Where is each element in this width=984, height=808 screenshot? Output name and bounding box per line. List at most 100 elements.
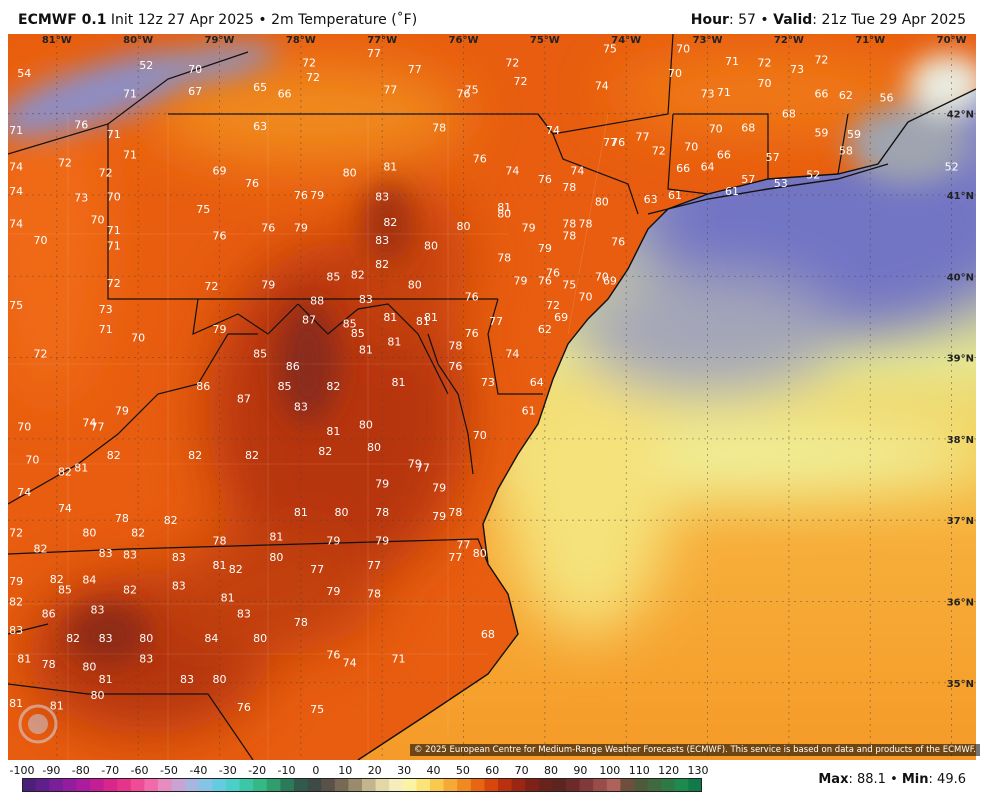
- temperature-value: 70: [758, 77, 772, 90]
- colorbar-segment: [647, 778, 662, 792]
- temperature-value: 59: [847, 128, 861, 141]
- colorbar-segment: [22, 778, 37, 792]
- temperature-value: 81: [99, 673, 113, 686]
- min-label: Min: [901, 772, 929, 787]
- temperature-value: 85: [351, 327, 365, 340]
- temperature-value: 80: [82, 526, 96, 539]
- temperature-value: 83: [375, 191, 389, 204]
- temperature-value: 81: [74, 461, 88, 474]
- temperature-value: 82: [34, 543, 48, 556]
- colorbar-segment: [525, 778, 540, 792]
- colorbar-segment: [430, 778, 445, 792]
- temperature-value: 77: [367, 47, 381, 60]
- temperature-value: 71: [99, 323, 113, 336]
- colorbar-segment: [688, 778, 702, 792]
- temperature-value: 76: [448, 360, 462, 373]
- temperature-value: 79: [261, 278, 275, 291]
- temperature-value: 81: [269, 530, 283, 543]
- temperature-value: 66: [676, 162, 690, 175]
- temperature-value: 66: [717, 148, 731, 161]
- temperature-value: 76: [237, 701, 251, 714]
- temperature-value: 71: [107, 239, 121, 252]
- temperature-value: 76: [473, 152, 487, 165]
- temperature-value: 78: [579, 217, 593, 230]
- max-min-stats: Max: 88.1 • Min: 49.6: [818, 772, 966, 787]
- temperature-value: 71: [123, 148, 137, 161]
- temperature-value: 83: [180, 673, 194, 686]
- temperature-value: 75: [310, 703, 324, 716]
- temperature-value: 80: [269, 551, 283, 564]
- temperature-value: 65: [253, 81, 267, 94]
- temperature-colorbar: [22, 778, 702, 792]
- temperature-value: 82: [229, 563, 243, 576]
- temperature-value: 77: [635, 131, 649, 144]
- temperature-value: 70: [684, 140, 698, 153]
- colorbar-segment: [661, 778, 676, 792]
- temperature-value: 84: [204, 632, 218, 645]
- temperature-value: 82: [383, 216, 397, 229]
- temperature-value: 75: [465, 83, 479, 96]
- temperature-value: 85: [343, 317, 357, 330]
- colorbar-border: [22, 778, 702, 792]
- temperature-value: 86: [196, 380, 210, 393]
- colorbar-segment: [484, 778, 499, 792]
- colorbar-tick-label: 10: [338, 764, 353, 777]
- temperature-value: 82: [123, 583, 137, 596]
- latitude-label: 42°N: [947, 110, 974, 121]
- hour-value: 57: [738, 12, 756, 28]
- temperature-value: 82: [245, 449, 259, 462]
- temperature-value: 78: [448, 506, 462, 519]
- map-header: ECMWF 0.1 Init 12z 27 Apr 2025 • 2m Temp…: [0, 0, 984, 34]
- colorbar-tick-label: -30: [218, 764, 237, 777]
- temperature-value: 76: [457, 87, 471, 100]
- temperature-value: 74: [9, 185, 23, 198]
- latitude-label: 41°N: [947, 191, 974, 202]
- temperature-value: 83: [375, 234, 389, 247]
- temperature-value: 82: [9, 596, 23, 609]
- colorbar-labels: -100 -90 -80 -70 -60 -50 -40 -30 -20 -10 0 10 20 30 40…: [0, 764, 984, 778]
- temperature-value: 77: [310, 563, 324, 576]
- temperature-value: 76: [245, 177, 259, 190]
- colorbar-segment: [294, 778, 309, 792]
- temperature-value: 85: [253, 348, 267, 361]
- temperature-value: 81: [383, 161, 397, 174]
- temperature-value: 82: [318, 445, 332, 458]
- temperature-value: 72: [814, 53, 828, 66]
- temperature-value: 71: [107, 224, 121, 237]
- county-borders: [8, 113, 609, 760]
- longitude-label: 80°W: [123, 35, 153, 46]
- temperature-value: 77: [383, 83, 397, 96]
- temperature-value: 57: [741, 173, 755, 186]
- min-value: 49.6: [937, 772, 966, 787]
- temperature-value: 80: [90, 689, 104, 702]
- colorbar-segment: [103, 778, 118, 792]
- temperature-value: 72: [652, 144, 666, 157]
- colorbar-tick-label: 60: [485, 764, 500, 777]
- init-time: Init 12z 27 Apr 2025: [106, 12, 254, 28]
- temperature-value: 63: [253, 120, 267, 133]
- colorbar-tick-label: 110: [628, 764, 650, 777]
- colorbar-segment: [185, 778, 200, 792]
- temperature-value: 78: [432, 122, 446, 135]
- temperature-value: 80: [408, 278, 422, 291]
- temperature-value: 70: [709, 122, 723, 135]
- temperature-value: 83: [99, 632, 113, 645]
- temperature-value: 79: [538, 242, 552, 255]
- colorbar-tick-label: -60: [130, 764, 149, 777]
- map-footer: © 2025 European Centre for Medium-Range …: [0, 744, 984, 808]
- land-hotspots: [68, 184, 413, 664]
- colorbar-tick-label: -70: [101, 764, 120, 777]
- colorbar-tick-label: -50: [159, 764, 178, 777]
- graticule: [8, 34, 976, 760]
- colorbar-segment: [348, 778, 363, 792]
- temperature-value: 79: [375, 535, 389, 548]
- colorbar-segment: [307, 778, 322, 792]
- latitude-label: 39°N: [947, 354, 974, 365]
- longitude-label: 81°W: [42, 35, 72, 46]
- colorbar-segment: [634, 778, 649, 792]
- temperature-value: 79: [9, 575, 23, 588]
- temperature-value: 79: [294, 222, 308, 235]
- colorbar-tick-label: -40: [189, 764, 208, 777]
- temperature-value: 72: [758, 57, 772, 70]
